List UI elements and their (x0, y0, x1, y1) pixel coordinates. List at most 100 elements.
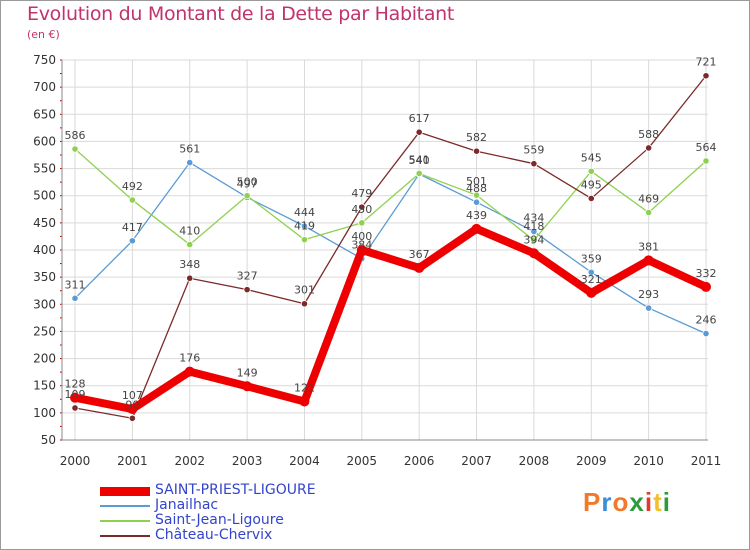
series-chateau-chervix-point (71, 404, 79, 412)
y-tick-label: 450 (33, 216, 56, 230)
y-tick-label: 400 (33, 243, 56, 257)
legend-label: SAINT-PRIEST-LIGOURE (155, 482, 316, 498)
series-janailhac-data-label: 384 (351, 239, 372, 252)
series-saint-priest-ligoure-point (184, 366, 195, 377)
series-chateau-chervix-point (186, 274, 194, 282)
logo-letter: o (612, 487, 630, 517)
x-tick-label: 2008 (519, 454, 550, 468)
series-janailhac-data-label: 246 (696, 314, 717, 327)
series-saint-jean-ligoure-data-label: 564 (696, 141, 717, 154)
series-chateau-chervix-data-label: 559 (523, 144, 544, 157)
series-janailhac-data-label: 434 (523, 212, 544, 225)
series-saint-priest-ligoure-point (643, 255, 654, 266)
series-chateau-chervix-point (415, 128, 423, 136)
x-tick-label: 2010 (633, 454, 664, 468)
series-janailhac-point (472, 198, 481, 206)
series-chateau-chervix-data-label: 327 (237, 270, 258, 283)
series-janailhac-data-label: 488 (466, 182, 487, 195)
series-saint-jean-ligoure-point (702, 157, 710, 165)
series-saint-jean-ligoure-data-label: 500 (237, 176, 258, 189)
series-saint-priest-ligoure-point (299, 396, 310, 407)
series-saint-priest-ligoure-point (127, 404, 138, 415)
series-saint-priest-ligoure-data-label: 400 (351, 230, 372, 243)
series-saint-jean-ligoure-point (243, 192, 251, 200)
series-chateau-chervix-point (243, 286, 251, 294)
series-chateau-chervix-data-label: 90 (125, 398, 139, 411)
x-tick-label: 2006 (404, 454, 435, 468)
series-chateau-chervix-point (645, 144, 653, 152)
series-janailhac-point (530, 227, 538, 236)
series-saint-jean-ligoure-data-label: 450 (351, 203, 372, 216)
series-saint-jean-ligoure-data-label: 545 (581, 151, 602, 164)
series-janailhac-point (71, 294, 79, 302)
y-tick-label: 750 (33, 53, 56, 67)
y-tick-label: 650 (33, 107, 56, 121)
y-tick-label: 350 (33, 270, 56, 284)
series-saint-priest-ligoure-line (71, 224, 710, 414)
legend-label: Janailhac (155, 497, 219, 513)
series-chateau-chervix-point (702, 72, 710, 80)
x-tick-label: 2007 (461, 454, 492, 468)
series-saint-jean-ligoure-data-label: 419 (294, 220, 315, 233)
series-janailhac-point (645, 304, 653, 312)
series-saint-priest-ligoure-data-label: 381 (638, 240, 659, 253)
x-tick-label: 2001 (117, 454, 148, 468)
x-tick-label: 2003 (232, 454, 263, 468)
series-saint-priest-ligoure-point (242, 381, 253, 392)
legend-swatch (100, 520, 150, 522)
series-saint-jean-ligoure-data-label: 541 (409, 153, 430, 166)
series-chateau-chervix-data-label: 109 (65, 388, 86, 401)
logo-letter: x (629, 487, 645, 517)
series-saint-priest-ligoure-point (586, 287, 597, 298)
x-tick-label: 2004 (289, 454, 320, 468)
y-tick-label: 200 (33, 352, 56, 366)
x-tick-label: 2009 (576, 454, 607, 468)
series-saint-priest-ligoure-data-label: 439 (466, 209, 487, 222)
series-saint-priest-ligoure-point (701, 281, 711, 292)
series-chateau-chervix-point (530, 160, 538, 168)
series-janailhac-line (74, 161, 707, 335)
series-janailhac-data-label: 444 (294, 206, 315, 219)
legend-swatch (100, 535, 150, 537)
series-saint-jean-ligoure-point (530, 236, 538, 244)
series-chateau-chervix-point (358, 203, 366, 211)
y-tick-label: 250 (33, 324, 56, 338)
y-tick-label: 100 (33, 406, 56, 420)
series-saint-priest-ligoure-point (471, 223, 482, 234)
series-janailhac-data-label: 561 (179, 143, 200, 156)
series-janailhac-point (186, 159, 194, 167)
logo-letter: i (644, 487, 654, 517)
series-saint-priest-ligoure-point (414, 262, 425, 273)
series-chateau-chervix-point (128, 414, 136, 422)
series-saint-jean-ligoure-point (645, 208, 653, 217)
series-chateau-chervix-data-label: 617 (409, 112, 430, 125)
series-saint-jean-ligoure-point (472, 191, 481, 199)
legend-label: Saint-Jean-Ligoure (155, 512, 284, 528)
legend-label: Château-Chervix (155, 527, 273, 543)
y-tick-label: 550 (33, 162, 56, 176)
y-tick-label: 150 (33, 379, 56, 393)
series-chateau-chervix-point (587, 194, 595, 203)
series-saint-jean-ligoure-data-label: 469 (638, 193, 659, 206)
series-saint-priest-ligoure-point (356, 245, 367, 255)
series-saint-jean-ligoure-data-label: 492 (122, 180, 143, 193)
series-janailhac-point (128, 237, 136, 245)
series-janailhac-data-label: 311 (65, 278, 86, 291)
x-tick-label: 2000 (60, 454, 91, 468)
series-saint-priest-ligoure-data-label: 332 (696, 267, 717, 280)
proxiti-logo: Proxiti (583, 487, 671, 518)
y-tick-label: 50 (41, 433, 56, 447)
series-janailhac-point (702, 329, 710, 338)
x-tick-label: 2011 (691, 454, 722, 468)
series-saint-jean-ligoure-point (186, 240, 194, 249)
series-saint-priest-ligoure-data-label: 149 (237, 366, 258, 379)
logo-letter: P (583, 487, 602, 517)
series-saint-jean-ligoure-data-label: 418 (523, 220, 544, 233)
series-saint-jean-ligoure-data-label: 586 (65, 129, 86, 142)
chart-unit: (en €) (27, 28, 60, 41)
series-chateau-chervix-line (74, 75, 707, 419)
series-chateau-chervix-data-label: 588 (638, 128, 659, 141)
series-chateau-chervix-data-label: 479 (351, 187, 372, 200)
series-chateau-chervix-data-label: 582 (466, 131, 487, 144)
series-chateau-chervix-point (300, 300, 309, 308)
